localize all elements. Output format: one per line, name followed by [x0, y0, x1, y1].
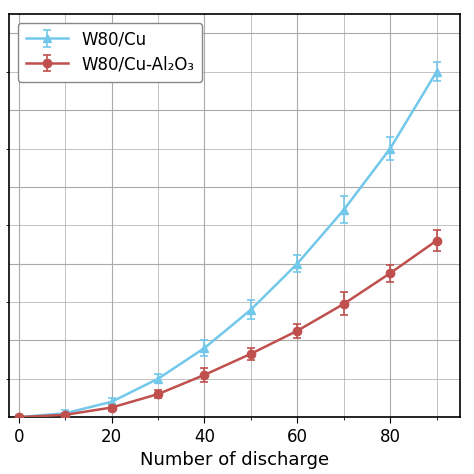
Legend: W80/Cu, W80/Cu-Al₂O₃: W80/Cu, W80/Cu-Al₂O₃ [18, 23, 202, 82]
X-axis label: Number of discharge: Number of discharge [140, 451, 329, 469]
